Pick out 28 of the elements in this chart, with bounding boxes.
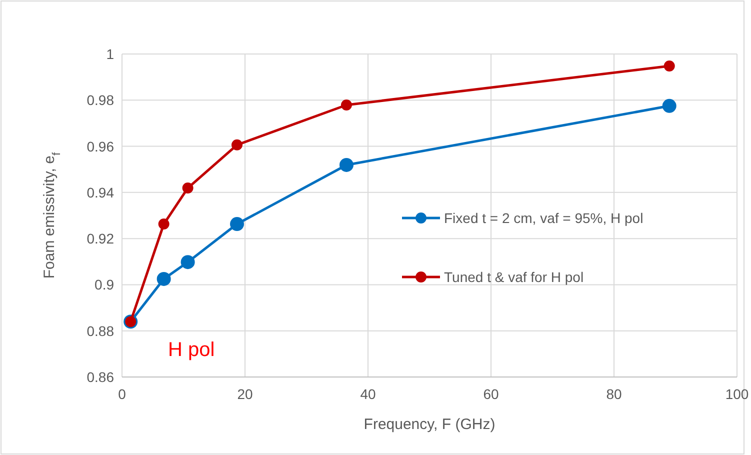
y-tick-label: 0.88 [86, 322, 114, 339]
y-tick-label: 0.94 [86, 184, 114, 200]
annotation: H pol [168, 339, 215, 361]
point [662, 98, 676, 113]
point [340, 99, 352, 110]
point [230, 217, 244, 232]
point [664, 60, 675, 72]
point [156, 272, 171, 286]
y-tick-label: 0.96 [86, 138, 114, 154]
x-tick-label: 20 [237, 386, 253, 402]
point [339, 158, 354, 172]
legend-label: Tuned t & vaf for H pol [444, 269, 584, 285]
point [158, 218, 170, 230]
y-tick-label: 1 [106, 46, 114, 62]
point [180, 255, 195, 270]
legend-label: Fixed t = 2 cm, vaf = 95%, H pol [444, 210, 644, 226]
y-tick-label: 0.98 [86, 92, 114, 108]
y-tick-label: 0.9 [94, 276, 114, 293]
x-tick-label: 80 [606, 386, 622, 402]
point [182, 182, 194, 194]
point [232, 139, 243, 150]
y-tick-label: 0.92 [86, 230, 114, 247]
y-tick-label: 0.86 [86, 369, 114, 385]
x-axis-title: Frequency, F (GHz) [364, 416, 496, 433]
x-tick-label: 100 [725, 386, 749, 402]
x-tick-label: 40 [360, 386, 376, 402]
x-tick-label: 0 [118, 386, 126, 402]
x-tick-label: 60 [483, 386, 499, 402]
